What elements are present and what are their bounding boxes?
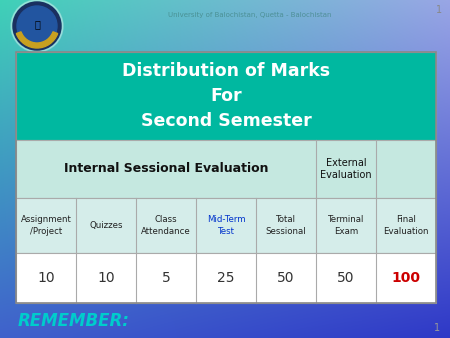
Text: 1: 1	[436, 5, 442, 15]
Text: Assignment
/Project: Assignment /Project	[21, 215, 72, 236]
Wedge shape	[16, 32, 58, 48]
Text: 25: 25	[217, 271, 235, 285]
Text: 1: 1	[434, 323, 440, 333]
Circle shape	[11, 0, 63, 52]
Text: 10: 10	[37, 271, 55, 285]
Circle shape	[13, 2, 61, 50]
Text: Class
Attendance: Class Attendance	[141, 215, 191, 236]
Text: 100: 100	[392, 271, 420, 285]
FancyBboxPatch shape	[16, 140, 436, 198]
Text: Internal Sessional Evaluation: Internal Sessional Evaluation	[64, 163, 268, 175]
Text: University of Balochistan, Quetta - Balochistan: University of Balochistan, Quetta - Balo…	[168, 12, 332, 18]
Text: 📖: 📖	[34, 19, 40, 29]
Text: External
Evaluation: External Evaluation	[320, 158, 372, 180]
Text: 50: 50	[277, 271, 295, 285]
FancyBboxPatch shape	[16, 52, 436, 140]
Text: Quizzes: Quizzes	[89, 221, 123, 230]
Text: 5: 5	[162, 271, 171, 285]
Text: 10: 10	[97, 271, 115, 285]
Text: Terminal
Exam: Terminal Exam	[328, 215, 364, 236]
FancyBboxPatch shape	[16, 198, 436, 253]
Text: REMEMBER:: REMEMBER:	[18, 312, 130, 330]
Text: 50: 50	[337, 271, 355, 285]
FancyBboxPatch shape	[16, 253, 436, 303]
Text: Final
Evaluation: Final Evaluation	[383, 215, 429, 236]
Text: Total
Sessional: Total Sessional	[266, 215, 306, 236]
Text: Distribution of Marks
For
Second Semester: Distribution of Marks For Second Semeste…	[122, 62, 330, 130]
Text: Mid-Term
Test: Mid-Term Test	[207, 215, 245, 236]
Circle shape	[17, 6, 57, 46]
